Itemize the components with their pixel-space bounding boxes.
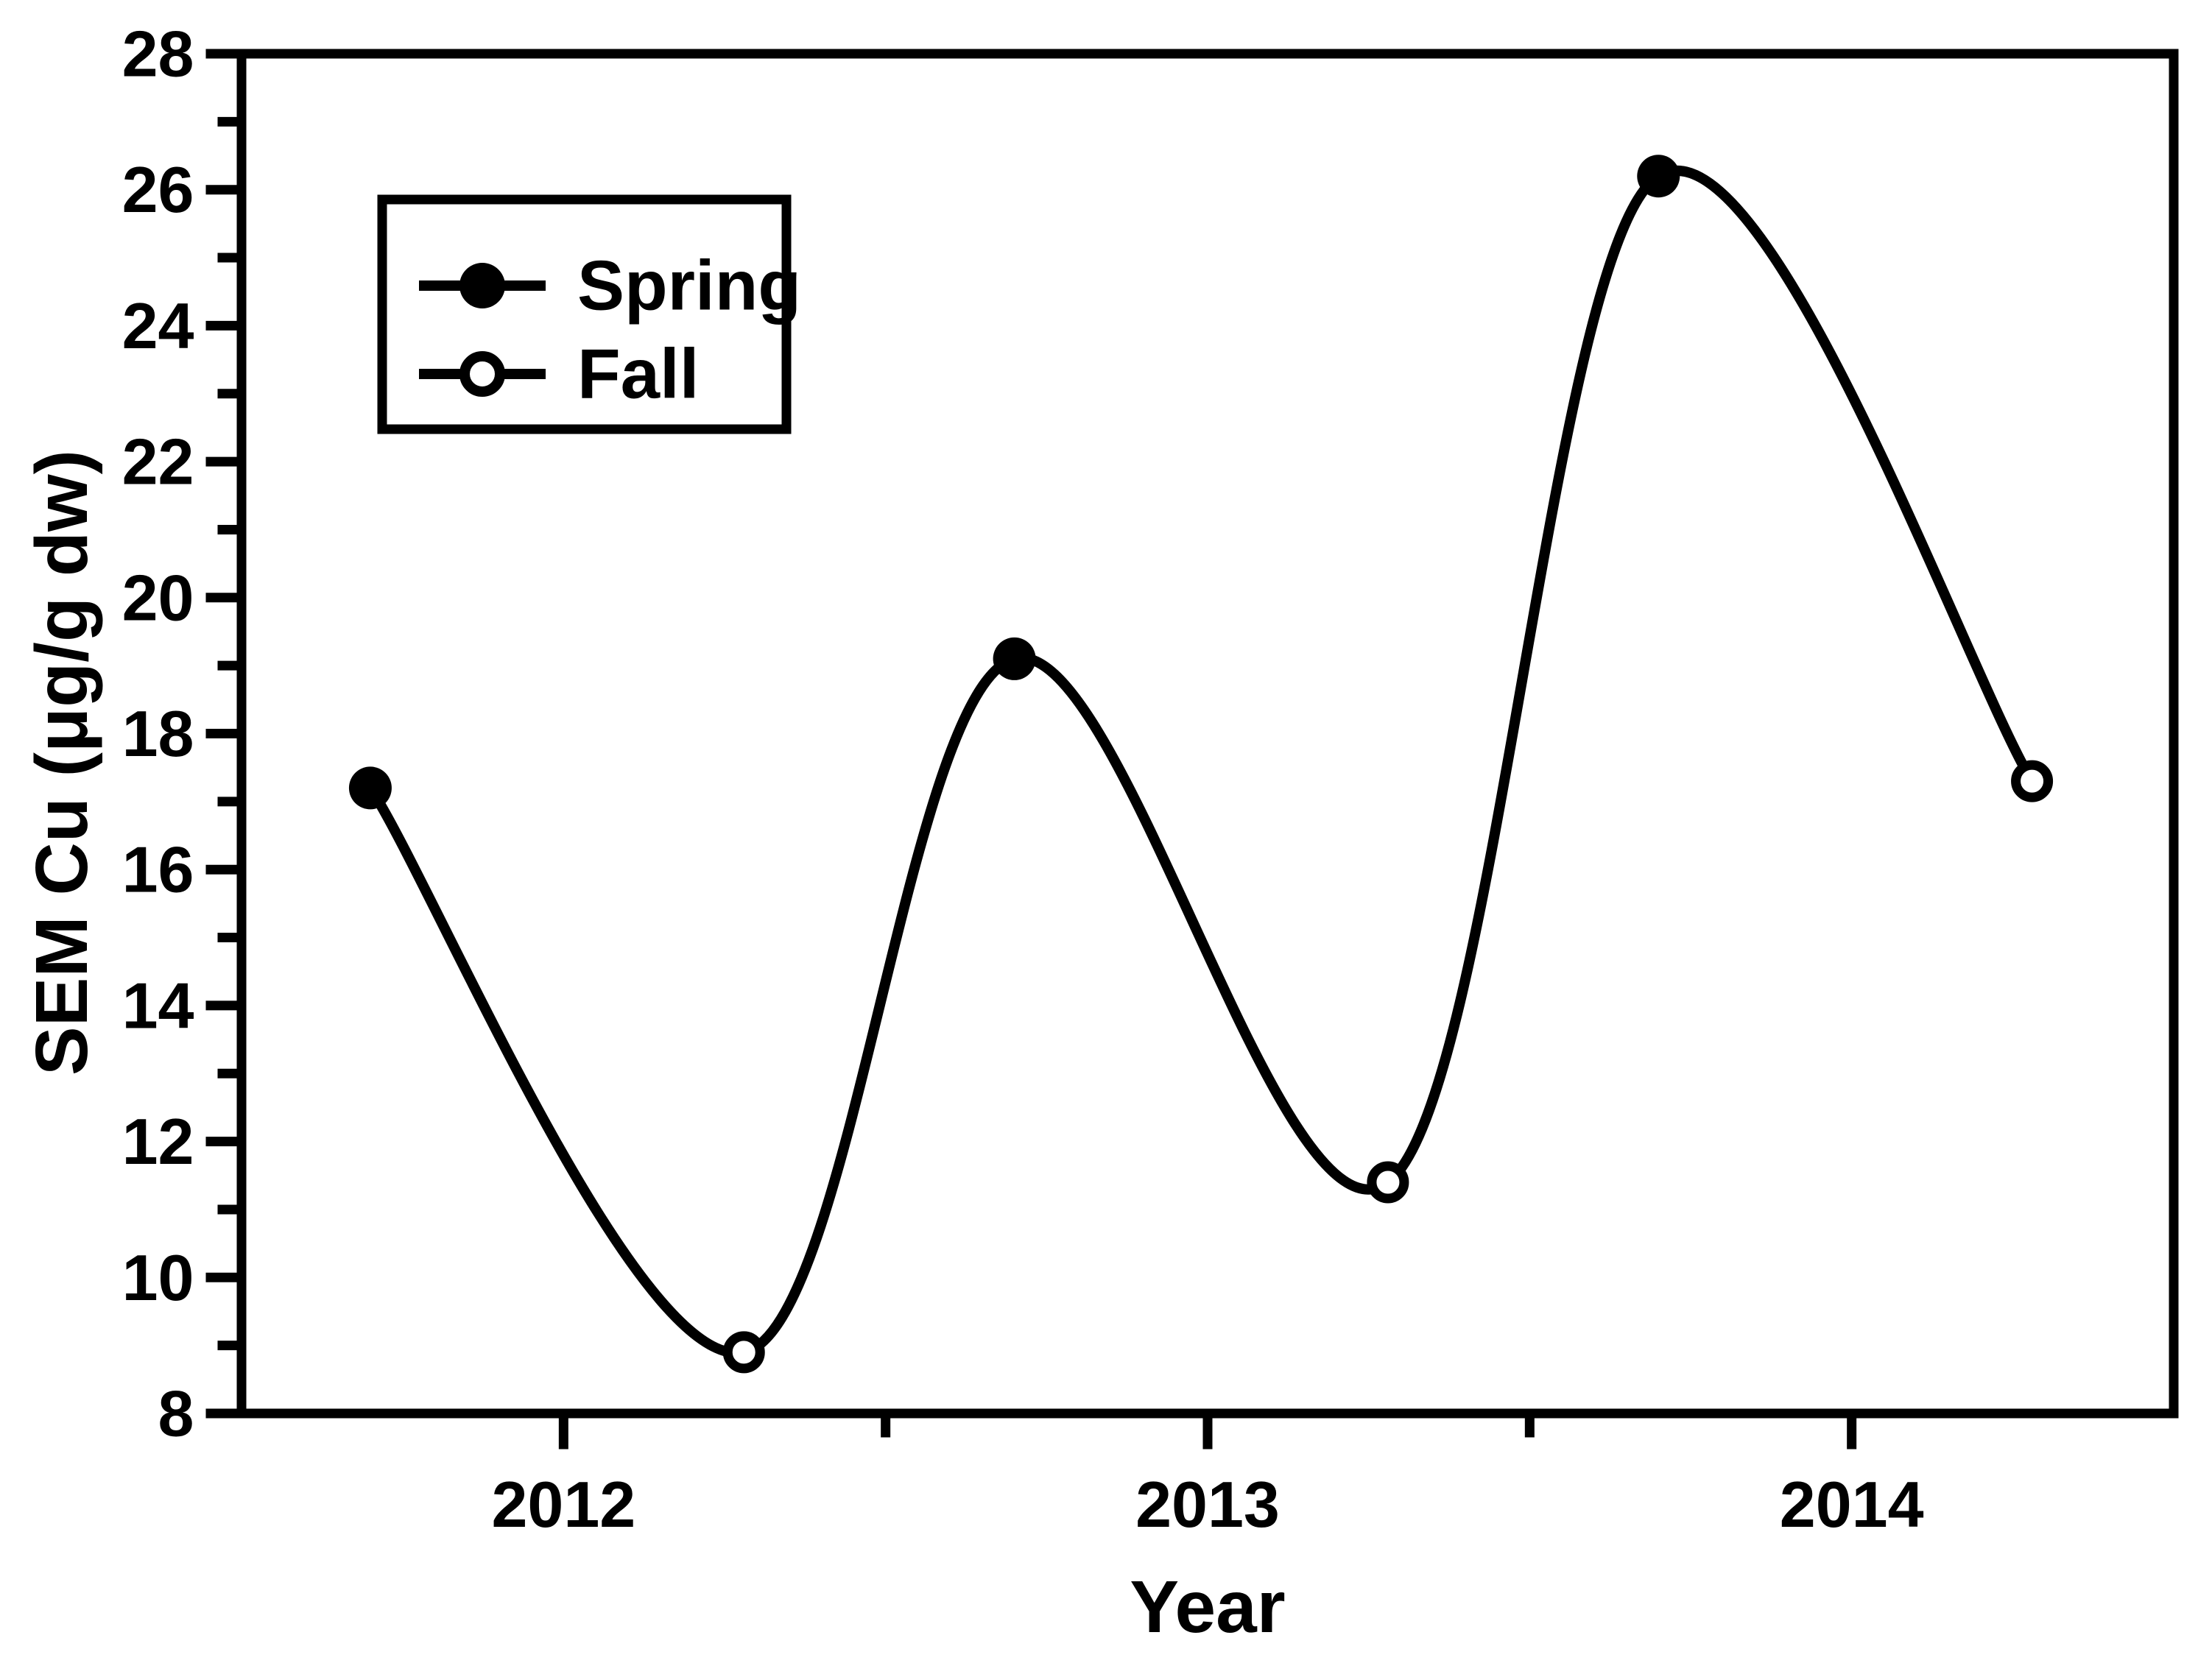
legend-label-spring: Spring <box>577 247 801 325</box>
x-tick-label-2014: 2014 <box>1780 1468 1924 1541</box>
legend-item-fall: Fall <box>419 335 699 414</box>
legend-box <box>377 194 792 434</box>
data-point-spring-2012.7 <box>993 637 1036 680</box>
data-point-spring-2011.7 <box>348 766 392 810</box>
legend-label-fall: Fall <box>577 335 699 414</box>
legend-item-spring: Spring <box>419 247 801 325</box>
series-curve <box>366 165 2037 1358</box>
legend-marker-spring-filled-circle <box>459 263 505 308</box>
data-point-fall-2013.28 <box>1367 1161 1409 1204</box>
y-tick-label-28: 28 <box>122 18 194 91</box>
legend-marker-fall-open-circle <box>459 351 505 397</box>
y-axis-title: SEM Cu (μg/g dw) <box>21 450 103 1076</box>
y-tick-label-26: 26 <box>122 153 194 226</box>
legend: Spring Fall <box>377 194 801 434</box>
y-tick-label-22: 22 <box>122 426 194 498</box>
data-point-spring-2013.7 <box>1637 155 1680 198</box>
y-tick-label-10: 10 <box>122 1241 194 1314</box>
y-tick-label-16: 16 <box>122 833 194 906</box>
plot-frame <box>236 49 2179 1419</box>
y-tick-label-12: 12 <box>122 1105 194 1178</box>
x-tick-label-2013: 2013 <box>1135 1468 1280 1541</box>
y-tick-label-8: 8 <box>158 1377 194 1450</box>
axes-layer: 8 10 12 14 16 18 20 22 24 26 28 2012 2013 2014 <box>122 18 2179 1541</box>
x-tick-label-2012: 2012 <box>491 1468 635 1541</box>
data-point-fall-2014.28 <box>2011 760 2054 802</box>
y-tick-label-24: 24 <box>122 289 194 362</box>
y-tick-label-18: 18 <box>122 697 194 770</box>
series-layer <box>348 155 2054 1374</box>
data-point-fall-2012.28 <box>722 1331 765 1374</box>
x-axis-title: Year <box>1130 1566 1285 1648</box>
y-tick-label-20: 20 <box>122 561 194 634</box>
y-tick-label-14: 14 <box>122 969 194 1042</box>
